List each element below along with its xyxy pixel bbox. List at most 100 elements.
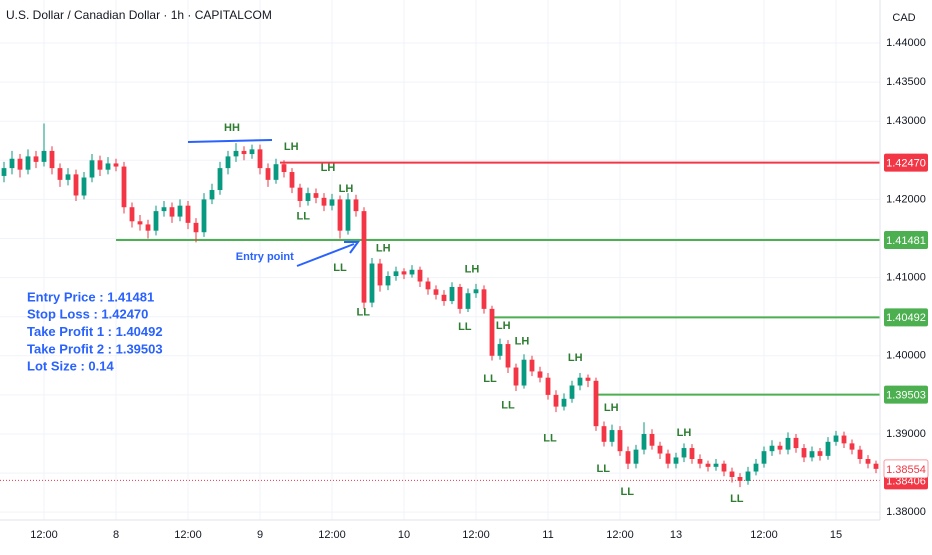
candle-body — [25, 156, 31, 170]
swing-label: LL — [596, 463, 610, 475]
candle-body — [201, 199, 207, 233]
candle-body — [369, 263, 375, 303]
price-level-label: 1.42470 — [886, 158, 926, 170]
candle-body — [577, 377, 583, 386]
candle-body — [697, 459, 703, 464]
candle-body — [121, 166, 127, 208]
candle-body — [105, 163, 111, 170]
candle-body — [769, 445, 775, 452]
price-level-tag — [884, 153, 928, 172]
candle-body — [489, 308, 495, 356]
price-level-tag — [884, 385, 928, 404]
candle-body — [569, 385, 575, 399]
candle-body — [137, 221, 143, 225]
candle-body — [801, 448, 807, 458]
candle-body — [337, 199, 343, 231]
candle-body — [353, 199, 359, 212]
candle-body — [609, 430, 615, 442]
candle-body — [289, 172, 295, 188]
swing-label: LH — [496, 320, 511, 332]
candle-body — [329, 199, 335, 206]
swing-label: LH — [321, 162, 336, 174]
y-tick-label: 1.38000 — [886, 506, 926, 518]
swing-label: LH — [604, 402, 619, 414]
candle-body — [65, 174, 71, 180]
candle-body — [89, 160, 95, 178]
swing-label: LH — [465, 264, 480, 276]
swing-label: LL — [543, 433, 557, 445]
candle-body — [745, 471, 751, 481]
candle-body — [721, 463, 727, 472]
candle-body — [849, 443, 855, 450]
x-tick-label: 12:00 — [30, 529, 58, 541]
candle-body — [521, 359, 527, 386]
candle-body — [433, 289, 439, 295]
info-line: Lot Size : 0.14 — [27, 359, 114, 374]
candle-body — [585, 377, 591, 381]
y-tick-label: 1.40000 — [886, 350, 926, 362]
candle-body — [545, 377, 551, 395]
candles — [1, 123, 879, 488]
levels — [0, 161, 880, 481]
candle-body — [657, 445, 663, 454]
candle-body — [169, 207, 175, 217]
price-level-label: 1.41481 — [886, 235, 926, 247]
x-tick-label: 12:00 — [606, 529, 634, 541]
candle-body — [81, 177, 87, 196]
x-tick-label: 12:00 — [462, 529, 490, 541]
entry-arrow — [296, 243, 355, 267]
x-tick-label: 12:00 — [750, 529, 778, 541]
candle-body — [185, 205, 191, 223]
candle-body — [513, 367, 519, 386]
price-level-label: 1.39503 — [886, 390, 926, 402]
candle-body — [177, 205, 183, 217]
currency-label: CAD — [892, 12, 915, 24]
candle-body — [497, 344, 503, 356]
candle-body — [345, 199, 351, 231]
info-box: Entry Price : 1.41481 Stop Loss : 1.42470… — [27, 289, 163, 373]
candle-body — [481, 289, 487, 309]
candle-body — [33, 156, 39, 162]
candle-body — [649, 433, 655, 446]
candle-body — [17, 158, 23, 170]
candle-body — [785, 437, 791, 450]
candle-body — [761, 451, 767, 464]
candle-body — [145, 224, 151, 231]
swing-label: LH — [677, 427, 692, 439]
info-line: Stop Loss : 1.42470 — [27, 307, 148, 322]
candle-body — [9, 158, 15, 169]
y-tick-label: 1.44000 — [886, 37, 926, 49]
axes: 1.440001.435001.430001.425001.420001.415… — [30, 37, 929, 541]
candle-body — [57, 168, 63, 180]
hh-trendline — [187, 139, 273, 143]
y-tick-label: 1.39000 — [886, 428, 926, 440]
candle-body — [257, 149, 263, 169]
candle-body — [673, 457, 679, 464]
x-tick-label: 13 — [670, 529, 682, 541]
y-tick-label: 1.42000 — [886, 193, 926, 205]
candle-body — [113, 163, 119, 167]
candle-body — [841, 435, 847, 444]
candle-body — [217, 168, 223, 191]
candle-body — [457, 286, 463, 309]
candle-body — [161, 207, 167, 212]
candle-body — [233, 150, 239, 157]
grid — [0, 0, 880, 520]
candle-body — [705, 463, 711, 467]
candle-body — [737, 476, 743, 481]
info-line: Entry Price : 1.41481 — [27, 289, 154, 304]
swing-label: LL — [356, 307, 370, 319]
info-line: Take Profit 1 : 1.40492 — [27, 324, 163, 339]
y-tick-label: 1.41000 — [886, 272, 926, 284]
swing-label: LL — [333, 262, 347, 274]
price-level-label: 1.40492 — [886, 312, 926, 324]
candle-body — [265, 168, 271, 180]
candle-body — [553, 394, 559, 407]
candle-body — [97, 160, 103, 170]
candle-body — [449, 286, 455, 302]
candle-body — [393, 271, 399, 277]
candle-body — [225, 156, 231, 169]
candle-body — [153, 211, 159, 231]
swing-label: LH — [376, 243, 391, 255]
candle-body — [833, 435, 839, 442]
